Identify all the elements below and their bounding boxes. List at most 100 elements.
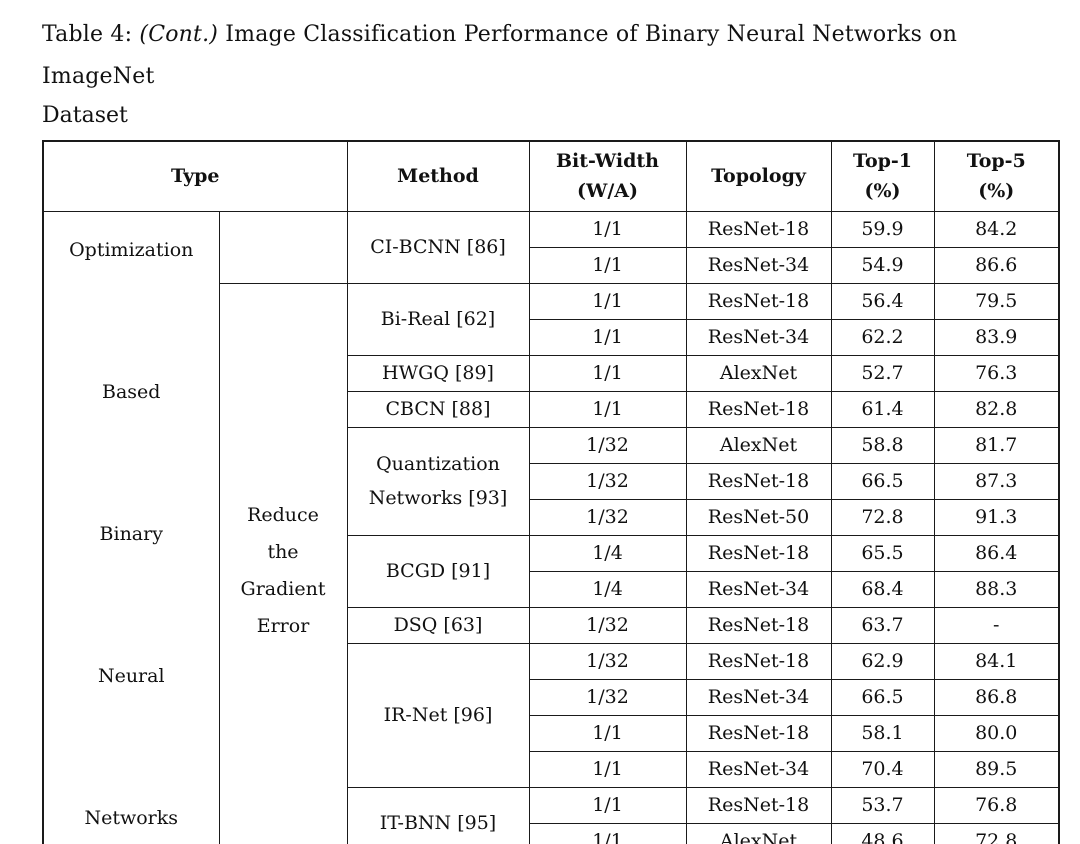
caption-rest: Image Classification Performance of Bina… bbox=[42, 22, 958, 89]
cell-top5: 72.8 bbox=[933, 822, 1060, 844]
cell-top1: 48.6 bbox=[830, 822, 935, 844]
type-group-cell: Optimization Based Binary Neural Network… bbox=[42, 210, 220, 844]
cell-bitwidth: 1/1 bbox=[528, 318, 687, 356]
cell-bitwidth: 1/1 bbox=[528, 246, 687, 284]
cell-top5: 81.7 bbox=[933, 426, 1060, 464]
cell-topology: AlexNet bbox=[685, 354, 832, 392]
cell-top1: 62.9 bbox=[830, 642, 935, 680]
method-cell: IT-BNN [95] bbox=[346, 786, 530, 844]
cell-bitwidth: 1/1 bbox=[528, 714, 687, 752]
cell-top5: 83.9 bbox=[933, 318, 1060, 356]
cell-top5: 76.3 bbox=[933, 354, 1060, 392]
caption-line2: Dataset bbox=[42, 103, 128, 128]
caption-cont: (Cont.) bbox=[139, 22, 219, 47]
cell-topology: ResNet-34 bbox=[685, 570, 832, 608]
table-row: HWGQ [89] 1/1 AlexNet 52.7 76.3 bbox=[43, 354, 1060, 392]
cell-bitwidth: 1/32 bbox=[528, 498, 687, 536]
table-row: Quantization Networks [93] 1/32 AlexNet … bbox=[43, 426, 1060, 536]
method-cell: Quantization Networks [93] bbox=[346, 426, 530, 536]
cell-top1: 58.1 bbox=[830, 714, 935, 752]
cell-topology: ResNet-50 bbox=[685, 498, 832, 536]
cell-topology: ResNet-18 bbox=[685, 714, 832, 752]
cell-bitwidth: 1/4 bbox=[528, 534, 687, 572]
subtype-reduce-cell: Reduce the Gradient Error bbox=[218, 282, 348, 844]
subtype-empty-cell bbox=[218, 210, 348, 284]
cell-topology: ResNet-18 bbox=[685, 282, 832, 320]
cell-bitwidth: 1/4 bbox=[528, 570, 687, 608]
cell-top1: 53.7 bbox=[830, 786, 935, 824]
cell-top1: 70.4 bbox=[830, 750, 935, 788]
method-cell: IR-Net [96] bbox=[346, 642, 530, 788]
header-row: Type Method Bit-Width (W/A) Topology Top… bbox=[42, 140, 1060, 212]
cell-top5: 76.8 bbox=[933, 786, 1060, 824]
cell-top1: 59.9 bbox=[830, 210, 935, 248]
table-row: Reduce the Gradient Error Bi-Real [62] 1… bbox=[43, 282, 1060, 844]
cell-topology: ResNet-18 bbox=[685, 534, 832, 572]
table-caption: Table 4: (Cont.) Image Classification Pe… bbox=[42, 14, 1058, 98]
table-row: BCGD [91] 1/4 ResNet-18 65.5 86.4 bbox=[43, 534, 1060, 608]
method-cell: DSQ [63] bbox=[346, 606, 530, 644]
cell-top1: 72.8 bbox=[830, 498, 935, 536]
cell-bitwidth: 1/32 bbox=[528, 606, 687, 644]
cell-topology: AlexNet bbox=[685, 426, 832, 464]
caption-prefix: Table 4: bbox=[42, 22, 140, 47]
cell-top5: 88.3 bbox=[933, 570, 1060, 608]
cell-top1: 61.4 bbox=[830, 390, 935, 428]
cell-topology: ResNet-34 bbox=[685, 678, 832, 716]
cell-top1: 52.7 bbox=[830, 354, 935, 392]
cell-topology: ResNet-18 bbox=[685, 462, 832, 500]
cell-top5: 86.8 bbox=[933, 678, 1060, 716]
cell-top1: 58.8 bbox=[830, 426, 935, 464]
cell-topology: ResNet-34 bbox=[685, 318, 832, 356]
table-row: 1/1 ResNet-34 62.2 83.9 bbox=[43, 318, 1060, 356]
table-row: 1/1 AlexNet 48.6 72.8 bbox=[43, 822, 1060, 844]
col-header-method: Method bbox=[346, 140, 530, 212]
cell-bitwidth: 1/32 bbox=[528, 642, 687, 680]
table-row: IT-BNN [95] 1/1 ResNet-18 53.7 76.8 bbox=[43, 786, 1060, 844]
cell-bitwidth: 1/1 bbox=[528, 354, 687, 392]
table-row: 1/32 ResNet-18 66.5 87.3 bbox=[43, 462, 1060, 500]
cell-top5: 89.5 bbox=[933, 750, 1060, 788]
cell-top1: 66.5 bbox=[830, 678, 935, 716]
cell-topology: ResNet-18 bbox=[685, 390, 832, 428]
cell-bitwidth: 1/32 bbox=[528, 426, 687, 464]
method-cell: CI-BCNN [86] bbox=[346, 210, 530, 284]
cell-topology: ResNet-34 bbox=[685, 750, 832, 788]
cell-topology: ResNet-34 bbox=[685, 246, 832, 284]
method-cell: BCGD [91] bbox=[346, 534, 530, 608]
col-header-topology: Topology bbox=[685, 140, 832, 212]
cell-bitwidth: 1/32 bbox=[528, 678, 687, 716]
cell-topology: ResNet-18 bbox=[685, 606, 832, 644]
cell-top5: 79.5 bbox=[933, 282, 1060, 320]
cell-topology: ResNet-18 bbox=[685, 786, 832, 824]
cell-bitwidth: 1/1 bbox=[528, 786, 687, 824]
cell-top5: 87.3 bbox=[933, 462, 1060, 500]
cell-bitwidth: 1/1 bbox=[528, 822, 687, 844]
cell-top5: 86.4 bbox=[933, 534, 1060, 572]
cell-topology: ResNet-18 bbox=[685, 210, 832, 248]
col-header-type: Type bbox=[42, 140, 348, 212]
cell-top5: 84.1 bbox=[933, 642, 1060, 680]
cell-bitwidth: 1/1 bbox=[528, 282, 687, 320]
cell-top1: 62.2 bbox=[830, 318, 935, 356]
table-row: 1/4 ResNet-34 68.4 88.3 bbox=[43, 570, 1060, 608]
col-header-bitwidth: Bit-Width (W/A) bbox=[528, 140, 687, 212]
table-row: DSQ [63] 1/32 ResNet-18 63.7 - bbox=[43, 606, 1060, 644]
cell-top1: 66.5 bbox=[830, 462, 935, 500]
cell-top5: - bbox=[933, 606, 1060, 644]
method-cell: Bi-Real [62] bbox=[346, 282, 530, 356]
table-row: Optimization Based Binary Neural Network… bbox=[42, 210, 1060, 844]
cell-top5: 91.3 bbox=[933, 498, 1060, 536]
cell-top1: 65.5 bbox=[830, 534, 935, 572]
cell-top5: 84.2 bbox=[933, 210, 1060, 248]
cell-top5: 86.6 bbox=[933, 246, 1060, 284]
cell-bitwidth: 1/1 bbox=[528, 390, 687, 428]
cell-topology: AlexNet bbox=[685, 822, 832, 844]
method-cell: CBCN [88] bbox=[346, 390, 530, 428]
table-row: 1/32 ResNet-50 72.8 91.3 bbox=[43, 498, 1060, 536]
table-row: 1/1 ResNet-34 70.4 89.5 bbox=[43, 750, 1060, 788]
results-table: Type Method Bit-Width (W/A) Topology Top… bbox=[42, 140, 1060, 844]
cell-topology: ResNet-18 bbox=[685, 642, 832, 680]
cell-top1: 56.4 bbox=[830, 282, 935, 320]
